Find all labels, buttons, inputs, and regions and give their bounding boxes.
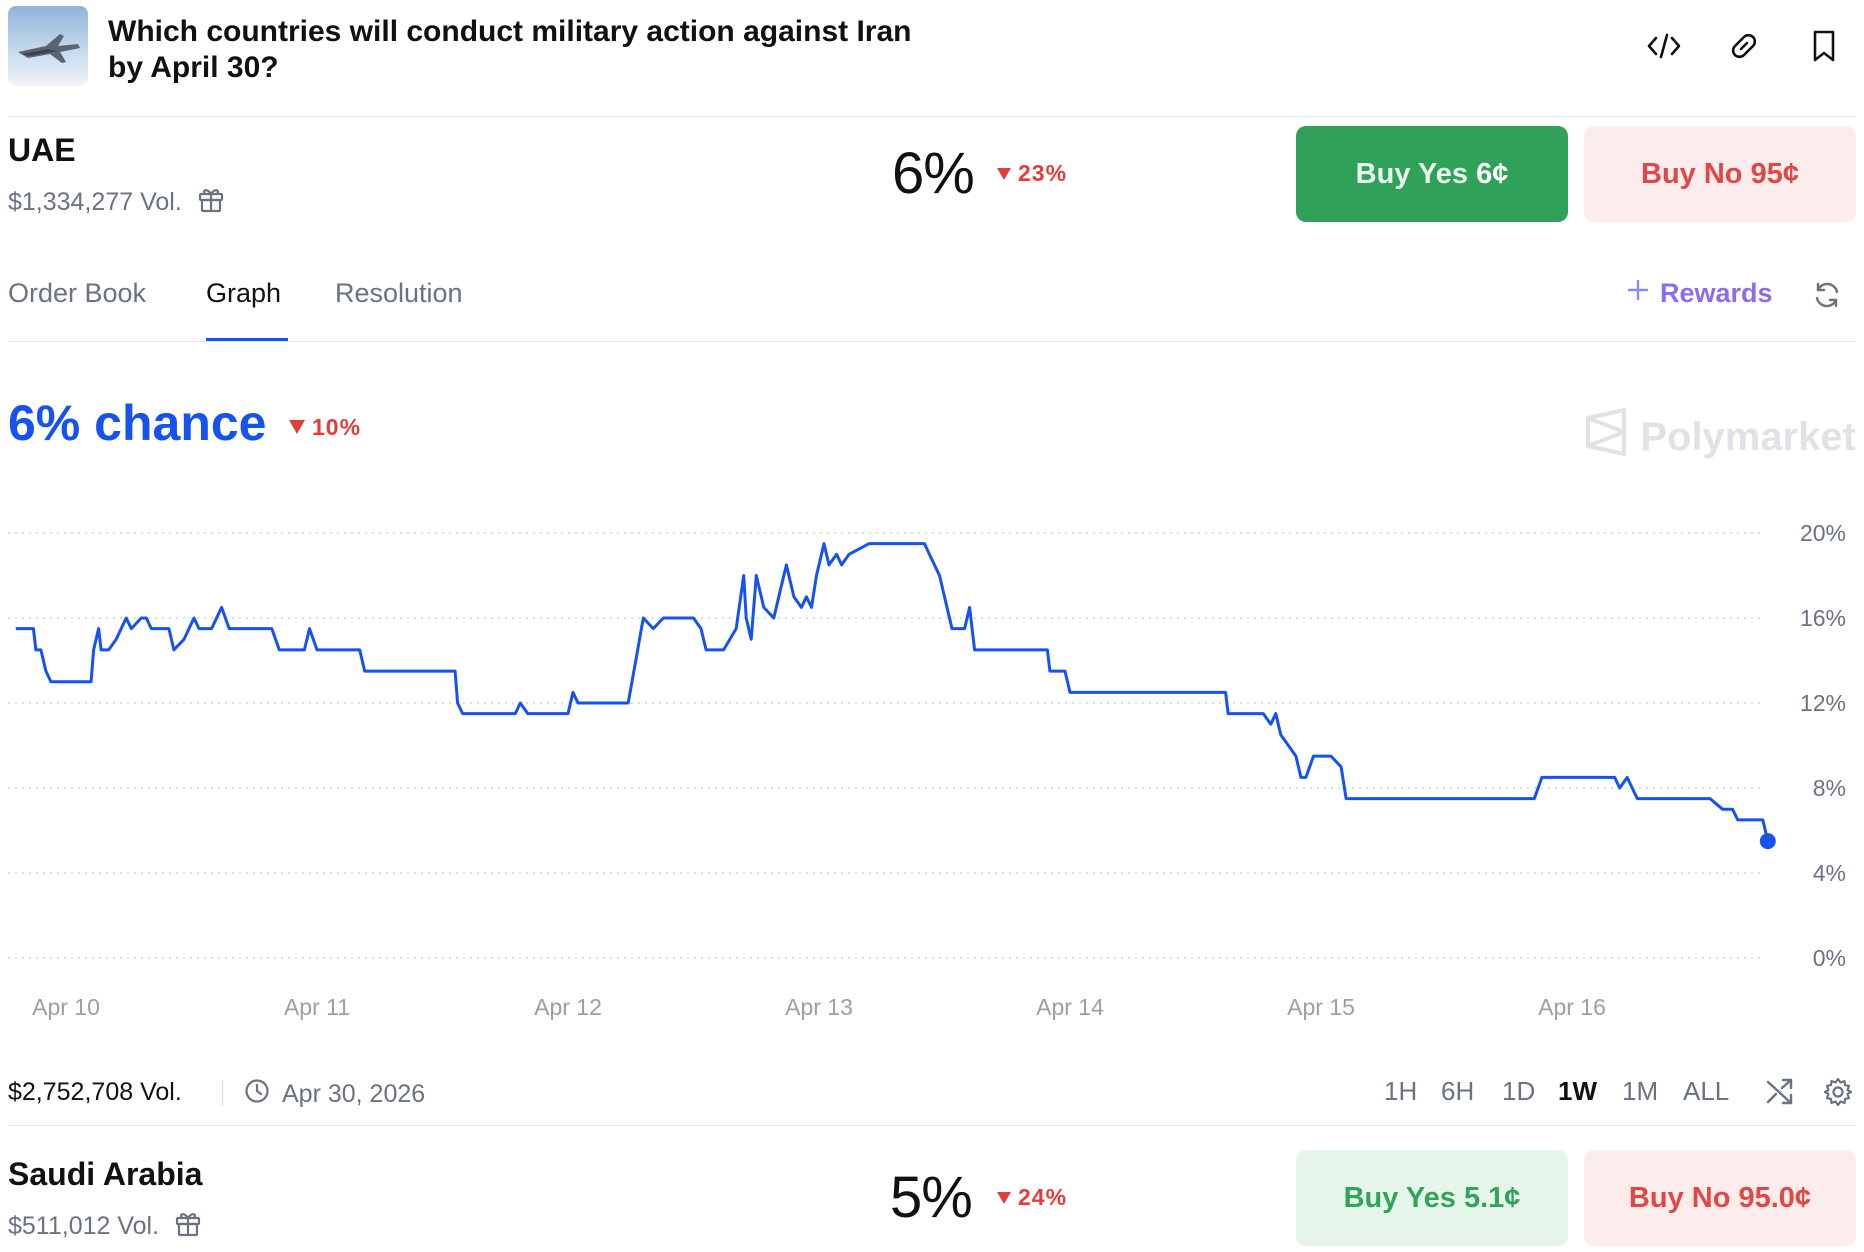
tab-resolution[interactable]: Resolution (335, 278, 463, 308)
buy-no-label: Buy No (1628, 1181, 1731, 1214)
tabs-divider (8, 341, 1856, 342)
y-tick-label: 0% (1813, 945, 1846, 971)
rewards-label: Rewards (1660, 278, 1773, 308)
end-date-text: Apr 30, 2026 (282, 1080, 426, 1108)
bookmark-icon[interactable] (1804, 26, 1844, 66)
buy-yes-price: 5.1¢ (1463, 1181, 1521, 1214)
embed-code-icon[interactable] (1644, 26, 1684, 66)
market-change-value: 24% (1018, 1184, 1068, 1210)
buy-yes-label: Buy Yes (1343, 1181, 1456, 1214)
range-1h[interactable]: 1H (1384, 1076, 1418, 1106)
market-title: Which countries will conduct military ac… (108, 15, 912, 84)
x-tick-label: Apr 11 (284, 994, 350, 1020)
chance-change: 10% (288, 414, 361, 441)
y-tick-label: 16% (1800, 605, 1846, 631)
range-1d[interactable]: 1D (1502, 1076, 1536, 1106)
rewards-button[interactable]: Rewards (1626, 278, 1773, 309)
market-volume-text: $1,334,277 Vol. (8, 188, 182, 216)
gift-icon[interactable] (196, 184, 226, 221)
active-tab-indicator (206, 338, 288, 341)
shuffle-icon[interactable] (1764, 1076, 1796, 1113)
x-tick-label: Apr 13 (785, 994, 853, 1020)
tab-order-book[interactable]: Order Book (8, 278, 147, 308)
market-probability: 6% (892, 141, 975, 206)
market-volume-text: $511,012 Vol. (8, 1212, 160, 1240)
buy-yes-price: 6¢ (1476, 157, 1509, 190)
footer-divider (8, 1125, 1856, 1126)
down-triangle-icon (288, 414, 306, 441)
clock-icon (244, 1078, 270, 1111)
polymarket-brand-text: Polymarket (1640, 414, 1856, 459)
y-tick-label: 12% (1800, 690, 1846, 716)
buy-no-button[interactable]: Buy No 95.0¢ (1584, 1150, 1856, 1246)
down-triangle-icon (996, 160, 1012, 187)
polymarket-watermark: Polymarket (1584, 408, 1856, 466)
buy-no-price: 95¢ (1750, 157, 1799, 190)
x-tick-label: Apr 15 (1287, 994, 1355, 1020)
probability-chart[interactable]: 20% 16% 12% 8% 4% 0% Apr 10 Apr 11 Apr 12 Apr 13 A… (0, 500, 1864, 1030)
x-tick-label: Apr 14 (1036, 994, 1104, 1020)
plus-icon (1626, 278, 1650, 309)
y-tick-label: 20% (1800, 520, 1846, 546)
x-tick-label: Apr 10 (32, 994, 100, 1020)
end-date: Apr 30, 2026 (244, 1078, 425, 1111)
buy-yes-label: Buy Yes (1355, 157, 1468, 190)
buy-no-button[interactable]: Buy No 95¢ (1584, 126, 1856, 222)
down-triangle-icon (996, 1184, 1012, 1211)
market-change: 24% (996, 1184, 1067, 1211)
market-probability: 5% (890, 1165, 973, 1230)
market-volume: $1,334,277 Vol. (8, 184, 226, 221)
market-thumbnail (8, 6, 88, 86)
x-tick-label: Apr 16 (1538, 994, 1606, 1020)
range-1w[interactable]: 1W (1558, 1076, 1597, 1106)
market-change-value: 23% (1018, 160, 1068, 186)
chance-change-value: 10% (312, 414, 362, 440)
buy-no-price: 95.0¢ (1738, 1181, 1812, 1214)
footer-separator (222, 1080, 223, 1106)
polymarket-logo-icon (1584, 408, 1628, 466)
market-change: 23% (996, 160, 1067, 187)
current-value-point (1759, 833, 1776, 850)
total-volume: $2,752,708 Vol. (8, 1078, 182, 1106)
buy-yes-button[interactable]: Buy Yes 5.1¢ (1296, 1150, 1568, 1246)
refresh-icon[interactable] (1812, 280, 1846, 314)
settings-gear-icon[interactable] (1822, 1076, 1854, 1113)
probability-series-line (15, 542, 1770, 842)
chance-label: 6% chance (8, 395, 267, 451)
y-tick-label: 4% (1813, 860, 1846, 886)
x-tick-label: Apr 12 (534, 994, 602, 1020)
market-name: UAE (8, 132, 76, 168)
header-divider (8, 116, 1856, 117)
range-1m[interactable]: 1M (1622, 1076, 1659, 1106)
buy-yes-button[interactable]: Buy Yes 6¢ (1296, 126, 1568, 222)
link-icon[interactable] (1724, 26, 1764, 66)
range-6h[interactable]: 6H (1441, 1076, 1475, 1106)
tab-graph[interactable]: Graph (206, 278, 282, 308)
market-name: Saudi Arabia (8, 1156, 203, 1192)
range-all[interactable]: ALL (1683, 1076, 1730, 1106)
buy-no-label: Buy No (1641, 157, 1743, 190)
market-volume: $511,012 Vol. (8, 1208, 203, 1245)
gift-icon[interactable] (173, 1208, 203, 1245)
y-tick-label: 8% (1813, 775, 1846, 801)
